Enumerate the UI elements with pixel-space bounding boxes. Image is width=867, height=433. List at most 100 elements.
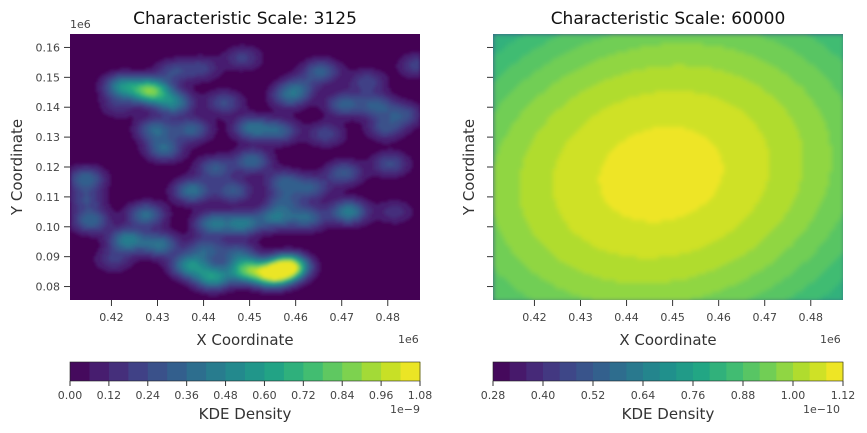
colorbar-level (303, 362, 324, 381)
right-axis-ticks: 0.42 0.43 0.44 0.45 0.46 0.47 0.48 (487, 46, 824, 324)
colorbar-level (509, 362, 527, 381)
colorbar-level (759, 362, 777, 381)
right-colorbar-offset-label: 1e−10 (803, 403, 840, 416)
left-x-offset-label: 1e6 (398, 333, 419, 346)
colorbar-level (361, 362, 382, 381)
y-tick-label: 0.13 (36, 131, 61, 144)
left-y-axis-label: Y Coordinate (8, 119, 26, 216)
x-tick-label: 0.46 (706, 311, 731, 324)
colorbar-level (206, 362, 227, 381)
colorbar-tick-label: 0.72 (291, 389, 316, 402)
y-tick-label: 0.08 (36, 281, 61, 294)
right-colorbar-label: KDE Density (622, 405, 715, 423)
colorbar-tick-label: 1.12 (831, 389, 856, 402)
colorbar-level (128, 362, 149, 381)
colorbar-tick-label: 0.88 (731, 389, 756, 402)
x-tick-label: 0.42 (522, 311, 547, 324)
colorbar-tick-label: 0.64 (631, 389, 656, 402)
x-tick-label: 0.43 (145, 311, 170, 324)
x-tick-label: 0.45 (237, 311, 262, 324)
colorbar-tick-label: 0.28 (481, 389, 506, 402)
colorbar-level (576, 362, 594, 381)
right-x-offset-label: 1e6 (820, 333, 841, 346)
colorbar-level (89, 362, 110, 381)
x-tick-label: 0.44 (614, 311, 639, 324)
left-colorbar-offset-label: 1e−9 (390, 403, 420, 416)
x-tick-label: 0.48 (799, 311, 824, 324)
colorbar-level (381, 362, 402, 381)
x-tick-label: 0.47 (329, 311, 354, 324)
left-x-axis-label: X Coordinate (196, 331, 293, 349)
x-tick-label: 0.47 (752, 311, 777, 324)
colorbar-tick-label: 0.76 (681, 389, 706, 402)
colorbar-level (108, 362, 129, 381)
colorbar-tick-label: 0.12 (97, 389, 122, 402)
colorbar-level (593, 362, 611, 381)
left-colorbar: 0.00 0.12 0.24 0.36 0.48 0.60 0.72 0.84 0.96 1.08 (58, 361, 433, 402)
y-tick-label: 0.14 (36, 101, 61, 114)
right-y-axis-label: Y Coordinate (460, 119, 478, 216)
x-tick-label: 0.43 (568, 311, 593, 324)
colorbar-level (793, 362, 811, 381)
colorbar-tick-label: 0.48 (213, 389, 238, 402)
x-tick-label: 0.42 (99, 311, 124, 324)
colorbar-level (693, 362, 711, 381)
colorbar-level (400, 362, 421, 381)
left-chart-title: Characteristic Scale: 3125 (133, 9, 357, 29)
colorbar-level (743, 362, 761, 381)
colorbar-level (225, 362, 246, 381)
left-heatmap (70, 44, 420, 297)
colorbar-tick-label: 0.84 (330, 389, 355, 402)
y-tick-label: 0.10 (36, 221, 61, 234)
left-plot: Characteristic Scale: 3125 0.42 0.43 0.44 0… (8, 9, 432, 423)
x-tick-label: 0.48 (376, 311, 401, 324)
right-x-axis-label: X Coordinate (619, 331, 716, 349)
colorbar-tick-label: 0.60 (252, 389, 277, 402)
colorbar-level (70, 362, 90, 381)
colorbar-tick-label: 0.52 (581, 389, 606, 402)
y-tick-label: 0.09 (36, 251, 61, 264)
y-tick-label: 0.11 (36, 191, 61, 204)
colorbar-level (543, 362, 561, 381)
colorbar-tick-label: 0.96 (369, 389, 394, 402)
colorbar-level (322, 362, 343, 381)
x-tick-label: 0.45 (660, 311, 685, 324)
left-colorbar-label: KDE Density (199, 405, 292, 423)
colorbar-level (559, 362, 577, 381)
left-axis-ticks: 0.42 0.43 0.44 0.45 0.46 0.47 0.48 0.08 0.09 0.10… (36, 41, 401, 324)
colorbar-tick-label: 0.24 (136, 389, 161, 402)
colorbar-level (147, 362, 168, 381)
colorbar-level (245, 362, 265, 381)
x-tick-label: 0.44 (191, 311, 216, 324)
right-chart-title: Characteristic Scale: 60000 (551, 9, 786, 29)
colorbar-level (167, 362, 188, 381)
colorbar-level (776, 362, 794, 381)
colorbar-tick-label: 0.40 (531, 389, 556, 402)
colorbar-level (609, 362, 627, 381)
y-tick-label: 0.15 (36, 71, 61, 84)
right-colorbar: 0.28 0.40 0.52 0.64 0.76 0.88 1.00 1.12 (481, 361, 856, 402)
colorbar-level (493, 362, 511, 381)
colorbar-level (709, 362, 727, 381)
colorbar-tick-label: 1.00 (781, 389, 806, 402)
right-plot: Characteristic Scale: 60000 0.42 0.43 0.44… (460, 9, 855, 423)
colorbar-level (626, 362, 644, 381)
colorbar-level (809, 362, 827, 381)
colorbar-level (186, 362, 207, 381)
colorbar-tick-label: 1.08 (408, 389, 433, 402)
right-heatmap (493, 34, 843, 300)
colorbar-level (283, 362, 304, 381)
x-tick-label: 0.46 (283, 311, 308, 324)
y-tick-label: 0.12 (36, 161, 61, 174)
colorbar-level (726, 362, 744, 381)
colorbar-level (342, 362, 363, 381)
colorbar-level (264, 362, 285, 381)
colorbar-level (526, 362, 544, 381)
colorbar-level (826, 362, 844, 381)
colorbar-level (643, 362, 661, 381)
y-tick-label: 0.16 (36, 41, 61, 54)
colorbar-tick-label: 0.36 (174, 389, 199, 402)
colorbar-tick-label: 0.00 (58, 389, 83, 402)
left-y-offset-label: 1e6 (70, 18, 91, 31)
